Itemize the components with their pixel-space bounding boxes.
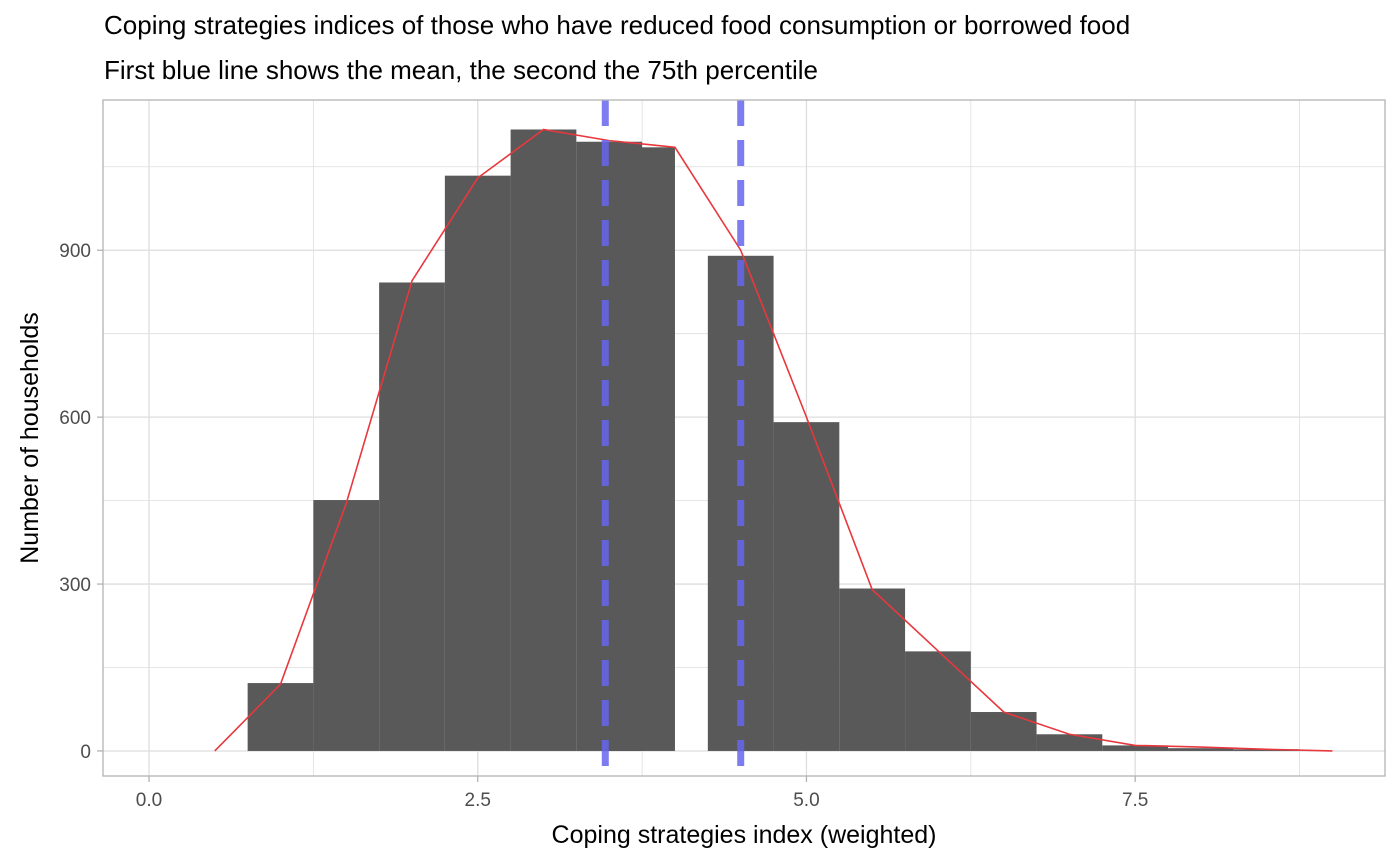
bar-9 — [839, 588, 906, 751]
chart-subtitle: First blue line shows the mean, the seco… — [104, 55, 818, 85]
bar-8 — [773, 422, 840, 751]
density-curve — [214, 128, 1333, 752]
x-axis-title: Coping strategies index (weighted) — [552, 821, 937, 849]
bar-14 — [1168, 748, 1234, 751]
x-axis-ticks: 0.0 2.5 5.0 7.5 — [136, 776, 1148, 811]
y-tick-label: 900 — [59, 241, 91, 262]
bar-11 — [970, 712, 1037, 751]
bar-2 — [379, 282, 445, 751]
y-tick-label: 0 — [80, 742, 91, 763]
reference-lines — [601, 100, 745, 776]
y-axis-title: Number of households — [16, 312, 44, 564]
density-line — [214, 128, 1333, 752]
bar-10 — [905, 651, 971, 751]
bar-13 — [1102, 745, 1169, 751]
bar-6 — [609, 147, 675, 751]
bar-4 — [510, 129, 577, 751]
y-axis-ticks: 0 300 600 900 — [59, 241, 103, 763]
bar-1 — [313, 500, 380, 751]
x-tick-label: 2.5 — [465, 790, 491, 811]
bar-15 — [1233, 749, 1300, 751]
bar-0 — [247, 683, 314, 751]
bar-3 — [444, 175, 511, 751]
x-tick-label: 5.0 — [793, 790, 819, 811]
panel-border — [102, 99, 1386, 777]
chart-title: Coping strategies indices of those who h… — [104, 10, 1131, 40]
bar-12 — [1036, 734, 1103, 751]
bars — [247, 129, 1300, 751]
y-tick-label: 300 — [59, 575, 91, 596]
x-tick-label: 0.0 — [136, 790, 162, 811]
y-tick-label: 600 — [59, 408, 91, 429]
x-tick-label: 7.5 — [1122, 790, 1148, 811]
